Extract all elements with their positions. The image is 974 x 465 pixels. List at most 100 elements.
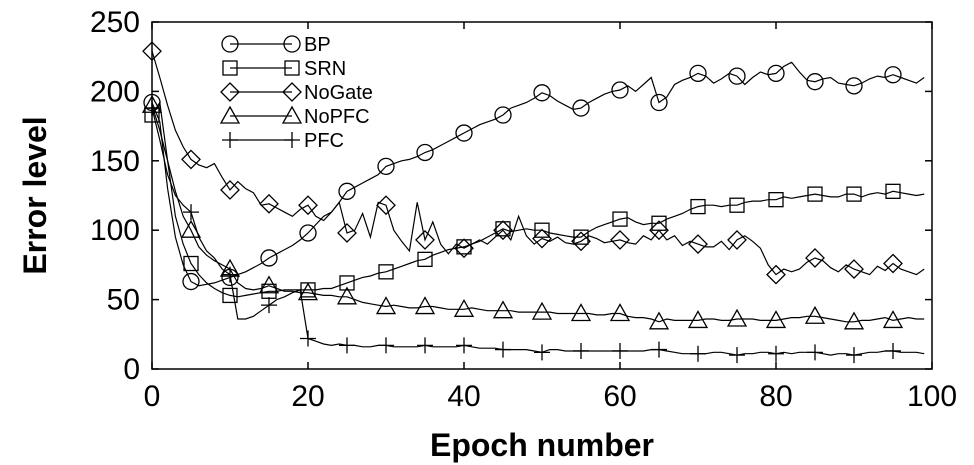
data-point-triangle xyxy=(336,286,358,305)
series-srn xyxy=(144,100,925,304)
plot-frame xyxy=(151,21,933,370)
data-point-square xyxy=(885,183,901,199)
data-point-triangle xyxy=(804,305,826,324)
plot-area xyxy=(151,21,933,370)
series-nogate xyxy=(142,41,925,285)
y-tick-label: 100 xyxy=(90,214,140,247)
series-line xyxy=(151,50,925,276)
legend-label: SRN xyxy=(304,58,346,80)
legend-label: BP xyxy=(304,34,331,56)
data-point-triangle xyxy=(297,282,319,301)
legend-item-nopfc: NoPFC xyxy=(219,105,370,128)
data-point-plus xyxy=(768,345,784,362)
data-point-diamond xyxy=(532,228,552,249)
data-point-plus xyxy=(885,342,901,359)
data-point-plus xyxy=(144,100,160,117)
x-tick-label: 60 xyxy=(603,380,636,413)
legend-marker xyxy=(219,105,241,124)
x-axis-title: Epoch number xyxy=(430,427,654,463)
data-point-plus xyxy=(729,347,745,364)
data-point-circle xyxy=(182,272,200,291)
data-point-diamond xyxy=(259,193,279,214)
data-point-diamond xyxy=(337,223,357,243)
data-point-circle xyxy=(689,64,707,83)
data-point-square xyxy=(339,275,355,291)
series-line xyxy=(151,105,925,323)
data-point-plus xyxy=(378,337,394,354)
data-point-triangle xyxy=(609,303,631,322)
legend-item-nogate: NoGate xyxy=(220,82,373,104)
data-point-plus xyxy=(807,344,823,361)
legend-marker xyxy=(283,35,301,53)
data-point-triangle xyxy=(687,310,709,329)
data-point-circle xyxy=(650,93,668,112)
data-point-triangle xyxy=(648,311,670,330)
data-point-triangle xyxy=(765,310,787,329)
data-point-square xyxy=(768,192,784,208)
legend-marker xyxy=(284,132,300,148)
legend-item-pfc: PFC xyxy=(222,130,344,152)
data-point-diamond xyxy=(220,180,240,200)
legend-label: PFC xyxy=(304,130,344,152)
data-point-square xyxy=(183,255,199,272)
legend-marker xyxy=(281,105,303,124)
x-tick-label: 80 xyxy=(759,380,792,413)
data-point-plus xyxy=(456,337,472,354)
y-tick-label: 0 xyxy=(123,353,140,386)
legend-marker xyxy=(284,60,300,76)
data-point-diamond xyxy=(688,234,708,254)
data-point-diamond xyxy=(610,229,630,250)
data-point-plus xyxy=(495,341,511,358)
data-point-triangle xyxy=(570,303,592,322)
data-point-square xyxy=(690,198,706,215)
x-tick-label: 100 xyxy=(907,380,957,413)
legend-item-srn: SRN xyxy=(222,58,346,80)
data-point-plus xyxy=(261,297,277,314)
data-point-plus xyxy=(573,342,589,359)
data-point-plus xyxy=(534,344,550,361)
data-point-circle xyxy=(611,81,629,99)
series-nopfc xyxy=(141,94,925,330)
data-point-circle xyxy=(572,99,590,117)
data-point-circle xyxy=(299,224,317,242)
data-point-diamond xyxy=(766,264,786,285)
series-layer xyxy=(141,41,925,364)
data-point-plus xyxy=(417,337,433,354)
data-point-diamond xyxy=(298,195,318,216)
data-point-triangle xyxy=(531,301,553,320)
legend-marker xyxy=(221,35,239,53)
data-point-triangle xyxy=(882,310,904,329)
data-point-diamond xyxy=(493,220,513,241)
data-point-circle xyxy=(533,84,551,102)
data-point-circle xyxy=(767,64,785,83)
data-point-diamond xyxy=(181,149,201,170)
series-line xyxy=(151,61,925,287)
data-point-diamond xyxy=(844,259,864,279)
data-point-diamond xyxy=(649,220,669,241)
data-point-square xyxy=(846,186,862,202)
data-point-circle xyxy=(455,124,473,142)
data-point-triangle xyxy=(843,311,865,330)
data-point-plus xyxy=(651,341,667,358)
data-point-triangle xyxy=(180,219,202,238)
data-point-circle xyxy=(806,73,824,91)
axes-layer: 0 20 40 60 80 100 0 50 100 150 200 250 xyxy=(90,6,957,413)
legend-label: NoPFC xyxy=(304,106,370,128)
data-point-diamond xyxy=(142,41,162,62)
data-point-triangle xyxy=(492,300,514,319)
legend-marker xyxy=(222,132,238,148)
y-tick-label: 50 xyxy=(107,284,140,317)
data-point-square xyxy=(534,222,550,238)
series-line xyxy=(151,107,925,356)
series-line xyxy=(151,100,925,298)
x-tick-label: 40 xyxy=(447,380,480,413)
y-tick-label: 250 xyxy=(90,6,140,39)
y-tick-label: 150 xyxy=(90,145,140,178)
data-point-circle xyxy=(338,182,356,200)
data-point-plus xyxy=(846,347,862,364)
legend-marker xyxy=(220,82,240,102)
data-point-square xyxy=(573,229,589,245)
data-point-diamond xyxy=(454,238,474,259)
